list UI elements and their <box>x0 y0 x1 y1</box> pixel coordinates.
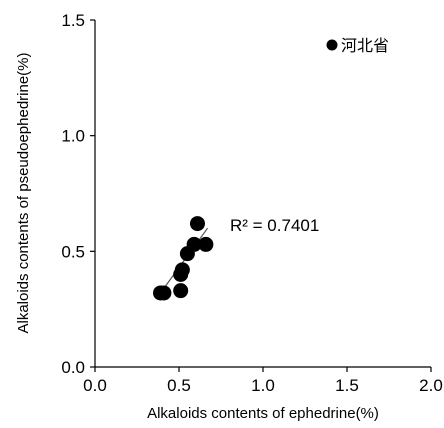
y-tick-label: 1.5 <box>61 11 85 30</box>
data-point <box>186 236 202 252</box>
data-point <box>174 262 190 278</box>
x-tick-label: 1.5 <box>335 376 359 395</box>
y-ticks: 0.0 0.5 1.0 1.5 <box>61 11 95 377</box>
y-tick-label: 0.5 <box>61 242 85 261</box>
y-tick-label: 1.0 <box>61 127 85 146</box>
legend: 河北省 <box>326 36 389 55</box>
legend-marker <box>326 39 338 51</box>
data-points <box>153 216 214 301</box>
x-tick-label: 1.0 <box>251 376 275 395</box>
x-ticks: 0.0 0.5 1.0 1.5 2.0 <box>83 367 443 395</box>
data-point <box>156 285 172 301</box>
axes <box>94 20 431 368</box>
r-squared-annotation: R² = 0.7401 <box>230 216 319 235</box>
data-point <box>189 216 205 232</box>
data-point <box>173 283 189 299</box>
x-tick-label: 0.5 <box>167 376 191 395</box>
x-axis-title: Alkaloids contents of ephedrine(%) <box>147 405 379 422</box>
legend-label: 河北省 <box>341 36 389 55</box>
y-tick-label: 0.0 <box>61 358 85 377</box>
data-point <box>198 236 214 252</box>
y-axis-title: Alkaloids contents of pseudoephedrine(%) <box>15 52 32 333</box>
x-tick-label: 0.0 <box>83 376 107 395</box>
x-tick-label: 2.0 <box>419 376 443 395</box>
